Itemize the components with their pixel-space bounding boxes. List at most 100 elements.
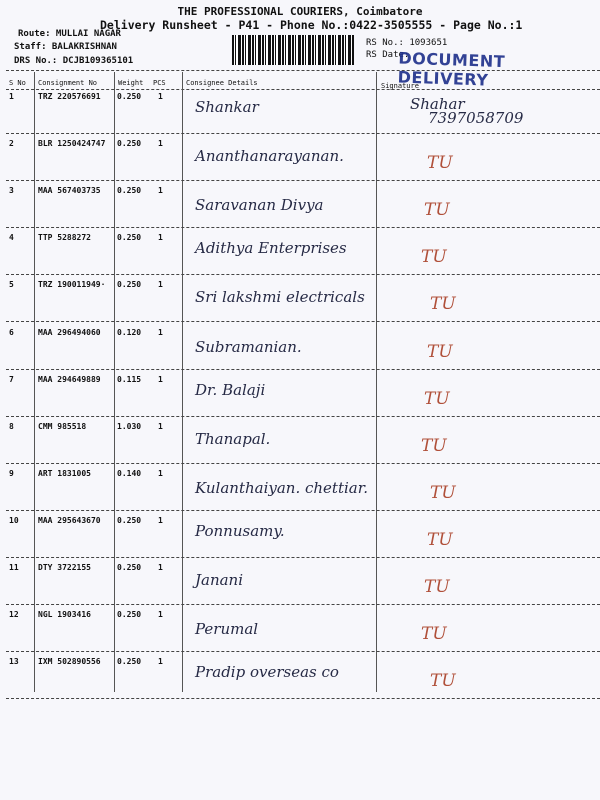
row-divider <box>6 462 600 464</box>
row-sno: 7 <box>9 374 14 384</box>
row-pcs: 1 <box>158 139 163 149</box>
row-signature: TU <box>421 247 447 268</box>
row-consignee: Subramanian. <box>195 337 302 356</box>
runsheet-subtitle: Delivery Runsheet - P41 - Phone No.:0422… <box>100 18 523 32</box>
row-pcs: 1 <box>158 468 163 478</box>
row-consignee: Ananthanarayanan. <box>195 147 344 166</box>
row-weight: 0.250 <box>117 657 142 667</box>
row-signature: TU <box>427 341 453 362</box>
route: Route: MULLAI NAGAR <box>18 29 121 39</box>
row-signature: TU <box>421 624 447 645</box>
row-divider <box>6 509 600 511</box>
row-pcs: 1 <box>158 563 163 572</box>
row-sno: 10 <box>9 515 19 525</box>
row-weight: 0.250 <box>117 563 142 572</box>
row-pcs: 1 <box>158 186 163 196</box>
row-consignee: Adithya Enterprises <box>195 239 347 258</box>
col-signature: Signature <box>381 82 419 90</box>
staff: Staff: BALAKRISHNAN <box>14 42 117 52</box>
row-divider <box>6 227 600 229</box>
row-consignee: Pradip overseas co <box>195 663 339 682</box>
row-consignee: Thanapal. <box>195 429 271 448</box>
row-sno: 4 <box>9 233 14 243</box>
row-sno: 1 <box>9 92 14 101</box>
row-signature: TU <box>427 153 453 174</box>
col-weight: Weight <box>118 79 144 87</box>
row-signature: TU <box>430 671 456 692</box>
row-pcs: 1 <box>158 374 163 384</box>
row-signature: TU <box>427 529 453 550</box>
row-sno: 12 <box>9 610 19 620</box>
row-consignment: TRZ 220576691 <box>38 92 101 101</box>
row-divider <box>6 415 600 417</box>
row-signature: TU <box>430 294 456 315</box>
row-consignee: Janani <box>195 571 244 589</box>
row-pcs: 1 <box>158 280 163 290</box>
row-divider <box>6 698 600 700</box>
row-weight: 0.250 <box>117 186 142 196</box>
row-sno: 6 <box>9 327 14 337</box>
row-sno: 5 <box>9 280 14 290</box>
row-signature: TU <box>421 435 447 456</box>
company-name: THE PROFESSIONAL COURIERS, Coimbatore <box>177 5 423 18</box>
row-divider <box>6 133 600 134</box>
row-pcs: 1 <box>158 92 163 101</box>
row-weight: 0.250 <box>117 280 142 290</box>
row-consignment: MAA 294649889 <box>38 374 101 384</box>
row-pcs: 1 <box>158 327 163 337</box>
row-signature: TU <box>424 200 450 221</box>
row-divider <box>6 368 600 370</box>
row-consignment: CMM 985518 <box>38 421 87 431</box>
row-pcs: 1 <box>158 233 163 243</box>
column-line <box>34 72 35 692</box>
row-signature: TU <box>424 388 450 409</box>
row-weight: 0.250 <box>117 139 142 149</box>
row-signature: TU <box>430 482 456 503</box>
row-consignment: NGL 1903416 <box>38 610 91 620</box>
row-sno: 2 <box>9 139 14 149</box>
row-pcs: 1 <box>158 515 163 525</box>
row-consignee: Saravanan Divya <box>195 196 324 215</box>
row-consignment: IXM 502890556 <box>38 657 101 667</box>
row-consignee: Kulanthaiyan. chettiar. <box>195 478 369 497</box>
row-weight: 0.120 <box>117 327 142 337</box>
row-sno: 9 <box>9 468 14 478</box>
row-consignment: MAA 296494060 <box>38 327 101 337</box>
row-divider <box>6 274 600 276</box>
row-consignee: Perumal <box>195 620 259 639</box>
column-line <box>376 72 377 692</box>
row-divider <box>6 651 600 653</box>
col-consignee: Consignee Details <box>186 79 258 87</box>
drs-number: DRS No.: DCJB109365101 <box>14 56 134 66</box>
row-signature: Shahar <box>410 95 465 113</box>
row-consignee: Dr. Balaji <box>195 380 266 399</box>
row-pcs: 1 <box>158 610 163 620</box>
row-divider <box>6 321 600 323</box>
divider <box>6 89 600 90</box>
row-signature: TU <box>424 577 450 597</box>
row-weight: 0.250 <box>117 515 142 525</box>
document-delivery-stamp: DOCUMENT DELIVERY <box>397 48 506 90</box>
row-sno: 8 <box>9 421 14 431</box>
divider <box>6 70 600 71</box>
row-sno: 11 <box>9 563 19 572</box>
row-weight: 0.250 <box>117 92 142 101</box>
row-consignee: Shankar <box>195 98 259 116</box>
rs-number: RS No.: 1093651 <box>366 38 448 48</box>
row-consignee: Sri lakshmi electricals <box>195 288 365 307</box>
row-weight: 0.250 <box>117 233 142 243</box>
col-consignment: Consignment No <box>38 79 98 87</box>
row-divider <box>6 604 600 605</box>
barcode <box>232 35 354 65</box>
row-sno: 13 <box>9 657 19 667</box>
row-consignment: BLR 1250424747 <box>38 139 106 149</box>
row-consignment: TRZ 190011949· <box>38 280 106 290</box>
row-pcs: 1 <box>158 421 163 431</box>
row-divider <box>6 556 600 558</box>
col-pcs: PCS <box>153 79 166 87</box>
row-weight: 0.250 <box>117 610 142 620</box>
row-weight: 0.115 <box>117 374 142 384</box>
column-line <box>114 72 115 692</box>
row-sno: 3 <box>9 186 14 196</box>
col-sno: S No <box>9 79 26 87</box>
